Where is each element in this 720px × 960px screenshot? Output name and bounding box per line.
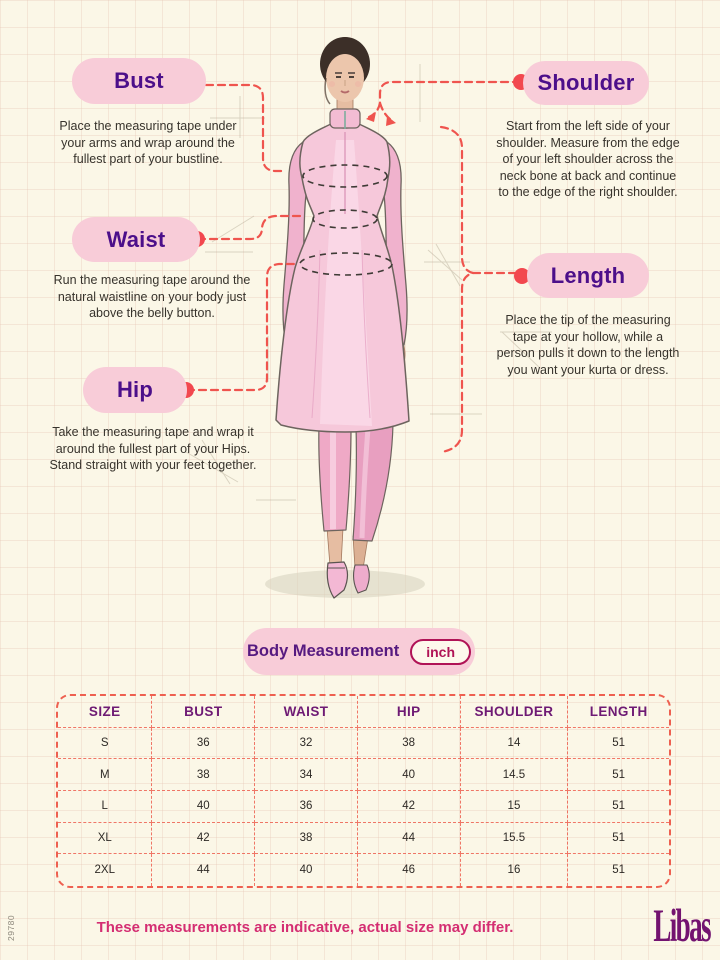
length-label: Length — [550, 262, 626, 288]
table-cell: 38 — [255, 822, 358, 855]
length-dot — [514, 268, 530, 284]
table-cell: S — [58, 727, 153, 760]
shoulder-label: Shoulder — [537, 70, 635, 95]
body-measurement-title: Body Measurement — [247, 642, 400, 660]
hip-label: Hip — [116, 377, 154, 402]
table-cell: 51 — [568, 791, 669, 823]
kurta-fold-2 — [361, 249, 371, 419]
table-cell: 44 — [152, 854, 256, 886]
table-cell: 36 — [152, 727, 256, 760]
artwork-code: 29780 — [6, 914, 16, 941]
blush-right — [355, 81, 361, 87]
table-cell: 15.5 — [460, 822, 569, 855]
shoulder-description: Start from the left side of your shoulde… — [496, 119, 680, 199]
shoulder-arrow-right — [378, 101, 395, 123]
brand-logo: Libas — [653, 902, 712, 953]
hip-connector — [185, 262, 300, 392]
table-cell: 51 — [568, 759, 669, 791]
length-bracket — [439, 125, 478, 454]
table-cell: L — [58, 790, 153, 823]
table-cell: 51 — [568, 728, 669, 760]
hair-wisp — [324, 77, 331, 105]
bust-label-pill: Bust — [72, 58, 206, 104]
table-cell: 51 — [568, 823, 669, 855]
table-cell: 16 — [461, 854, 569, 886]
table-cell: 38 — [357, 727, 461, 760]
waist-ellipse — [312, 209, 378, 229]
arrowhead-left — [366, 112, 376, 122]
disclaimer-text: These measurements are indicative, actua… — [96, 919, 514, 936]
hip-description: Take the measuring tape and wrap it arou… — [49, 425, 257, 472]
table-cell: 51 — [612, 864, 626, 877]
table-cell: 36 — [255, 790, 358, 823]
front-shoe — [326, 561, 349, 599]
kurta-highlight — [320, 140, 372, 426]
shoulder-connector — [378, 80, 522, 105]
fashion-figure — [275, 37, 410, 599]
table-cell: 15 — [460, 790, 569, 823]
body-measurement-header: Body Measurement inch — [243, 628, 475, 675]
waist-label: Waist — [106, 226, 166, 252]
waist-description: Run the measuring tape around the natura… — [53, 273, 251, 320]
bust-description: Place the measuring tape under your arms… — [59, 119, 237, 166]
table-header-cell: SHOULDER — [460, 696, 569, 728]
table-cell: 32 — [255, 727, 358, 760]
bust-ellipse — [302, 164, 388, 188]
pant-crease-2 — [359, 427, 371, 539]
blush-left — [329, 81, 335, 87]
table-header-cell: BUST — [152, 696, 256, 728]
face-features — [335, 72, 355, 94]
arrowhead-right — [386, 116, 396, 126]
size-table: SIZE BUST WAIST HIP SHOULDER LENGTH S 36 32 38 14 5… — [56, 694, 671, 888]
front-ankle — [326, 527, 344, 567]
table-cell: 40 — [357, 759, 461, 791]
table-cell: M — [58, 759, 153, 791]
unit-badge: inch — [410, 638, 471, 665]
back-shoe — [352, 564, 370, 594]
table-cell: 14 — [460, 727, 569, 760]
table-cell: 40 — [255, 854, 358, 886]
table-cell: 14.5 — [460, 759, 569, 791]
table-cell: 40 — [152, 790, 256, 823]
table-header-cell: LENGTH — [568, 696, 669, 728]
waist-label-pill: Waist — [72, 217, 200, 262]
sketch-lines — [185, 64, 552, 501]
back-pant-leg — [352, 423, 394, 542]
table-header-cell: SIZE — [58, 696, 153, 728]
table-header-cell: HIP — [357, 696, 461, 728]
connectors — [185, 80, 522, 454]
measurement-ellipses — [299, 164, 393, 276]
table-cell: 46 — [358, 854, 461, 886]
table-cell: XL — [58, 822, 153, 855]
waist-connector — [196, 214, 304, 241]
hip-ellipse — [299, 252, 393, 276]
shoulder-label-pill: Shoulder — [523, 61, 649, 105]
table-header-cell: WAIST — [255, 696, 358, 728]
face — [326, 54, 364, 102]
length-label-pill: Length — [527, 253, 649, 298]
bust-label: Bust — [114, 68, 164, 93]
figure-illustration — [178, 37, 552, 599]
table-cell: 38 — [152, 759, 256, 791]
table-cell: 44 — [357, 822, 461, 855]
kurta-fold — [311, 249, 321, 419]
table-cell: 42 — [152, 822, 256, 855]
hip-label-pill: Hip — [83, 367, 187, 413]
bust-connector — [192, 83, 286, 173]
hair-front — [323, 37, 367, 78]
table-cell: 34 — [255, 759, 358, 791]
length-description: Place the tip of the measuring tape at y… — [496, 313, 680, 377]
table-cell: 2XL — [58, 854, 153, 886]
table-cell: 42 — [357, 790, 461, 823]
